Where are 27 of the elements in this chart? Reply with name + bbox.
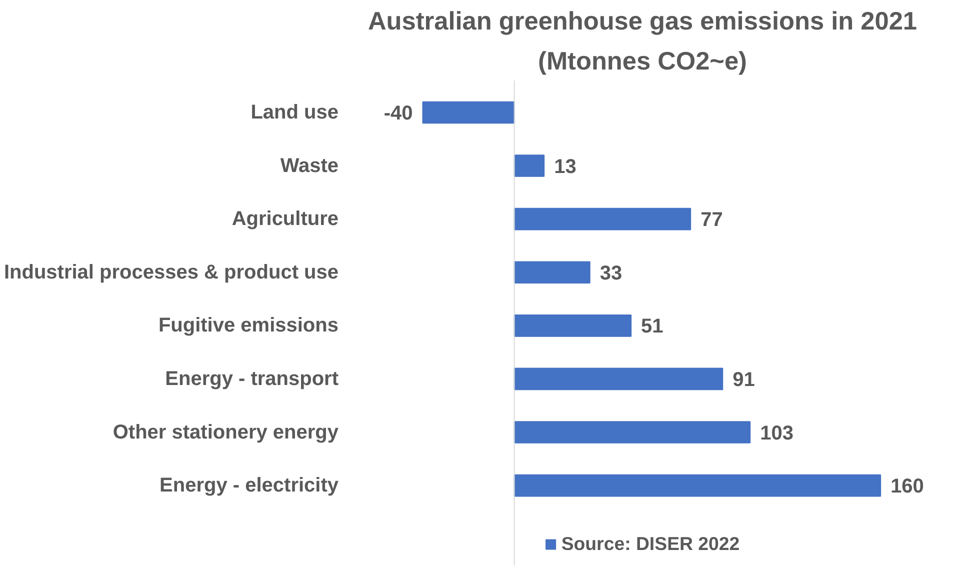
chart-subtitle: (Mtonnes CO2~e): [538, 48, 747, 76]
bar: [514, 368, 724, 390]
bar: [514, 154, 545, 177]
y-tick-label: Land use: [250, 101, 339, 124]
y-tick-label: Fugitive emissions: [158, 314, 339, 337]
y-tick-label: Other stationery energy: [112, 421, 340, 444]
data-label: 103: [760, 422, 794, 444]
data-label: 91: [732, 368, 755, 391]
y-tick-label: Energy - transport: [165, 368, 339, 390]
bar: [422, 101, 515, 124]
y-tick-label: Waste: [280, 154, 339, 177]
data-label: 77: [700, 209, 723, 232]
bar: [514, 421, 751, 444]
bar: [514, 314, 632, 337]
bar: [514, 261, 590, 284]
data-label: 33: [600, 262, 622, 284]
data-label: 160: [890, 476, 924, 498]
data-label: 51: [641, 316, 664, 338]
bar: [514, 474, 882, 497]
data-label: 13: [554, 156, 576, 178]
chart-title: Australian greenhouse gas emissions in 2021: [368, 8, 917, 36]
legend-label: Source: DISER 2022: [561, 533, 740, 555]
bar: [514, 208, 692, 230]
y-tick-label: Energy - electricity: [160, 474, 340, 497]
data-label: -40: [384, 102, 413, 124]
y-tick-label: Industrial processes & product use: [4, 261, 338, 284]
y-tick-label: Agriculture: [232, 208, 339, 230]
